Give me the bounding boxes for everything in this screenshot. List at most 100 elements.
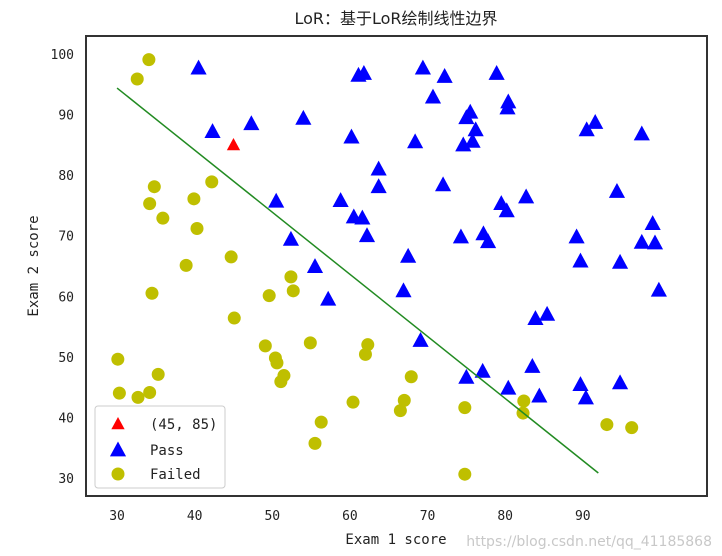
data-point-pass: [243, 115, 260, 131]
data-point-pass: [633, 125, 650, 141]
data-point-pass: [611, 253, 629, 269]
legend-marker-failed: [111, 467, 125, 481]
axis-ticks: 30 40 50 60 70 80 90 30 40 50 60 70 80 90 100: [51, 48, 591, 524]
data-point-failed: [262, 289, 276, 303]
decision-boundary-line: [116, 87, 599, 474]
x-tick-label: 70: [420, 509, 436, 524]
legend-box: [94, 405, 226, 489]
data-point-failed: [143, 386, 157, 399]
data-point-failed: [187, 192, 201, 206]
data-point-pass: [474, 362, 491, 378]
data-point-pass: [436, 68, 453, 83]
data-point-pass: [407, 133, 424, 149]
data-point-failed: [346, 395, 360, 409]
data-point-failed: [179, 258, 193, 272]
data-point-pass: [518, 188, 535, 204]
data-point-pass: [577, 389, 594, 405]
data-point-pass: [500, 379, 517, 395]
data-point-pass: [282, 230, 300, 246]
legend-label: (45, 85): [150, 417, 217, 433]
data-point-failed: [517, 394, 531, 408]
data-point-pass: [395, 282, 412, 298]
legend-marker-pass: [109, 441, 127, 457]
data-point-failed: [458, 401, 472, 415]
y-tick-label: 70: [58, 230, 74, 245]
data-point-failed: [111, 352, 125, 366]
legend-label: Failed: [150, 467, 201, 483]
data-point-failed: [147, 180, 161, 194]
data-point-failed: [131, 390, 145, 404]
data-point-pass: [531, 387, 548, 403]
data-point-pass: [354, 209, 371, 225]
data-point-pass: [332, 192, 349, 208]
data-point-failed: [142, 53, 156, 67]
data-point-failed: [303, 336, 317, 350]
data-point-pass: [320, 290, 337, 306]
data-point-failed: [286, 284, 300, 298]
data-point-failed: [397, 393, 411, 407]
data-point-pass: [464, 132, 481, 148]
data-point-pass: [524, 357, 541, 373]
y-axis-label: Exam 2 score: [26, 215, 42, 316]
x-tick-label: 90: [575, 509, 591, 524]
data-point-failed: [314, 415, 328, 429]
data-point-highlight: [226, 137, 241, 151]
x-axis-label: Exam 1 score: [345, 532, 446, 548]
data-point-failed: [625, 421, 639, 435]
data-point-failed: [145, 286, 159, 300]
data-point-pass: [268, 192, 285, 208]
chart-title: LoR：基于LoR绘制线性边界: [294, 9, 497, 28]
data-point-pass: [462, 103, 479, 119]
data-point-failed: [156, 211, 170, 225]
plot-area: [111, 53, 667, 481]
data-point-pass: [370, 178, 387, 194]
x-tick-label: 30: [109, 509, 125, 524]
y-tick-label: 60: [58, 290, 74, 305]
data-point-pass: [611, 374, 629, 390]
data-point-pass: [435, 176, 452, 192]
data-point-pass: [644, 215, 661, 231]
data-point-pass: [608, 183, 626, 198]
data-point-pass: [572, 376, 589, 392]
data-point-pass: [498, 202, 515, 218]
legend-marker-highlight: [111, 417, 125, 430]
data-point-failed: [151, 367, 165, 381]
plot-frame: [85, 35, 708, 497]
legend-label: Pass: [150, 443, 184, 459]
data-point-pass: [572, 252, 589, 268]
data-point-failed: [227, 311, 241, 325]
legend: (45, 85) Pass Failed: [94, 405, 226, 489]
data-point-pass: [488, 65, 505, 80]
data-point-pass: [306, 258, 324, 273]
data-point-pass: [355, 65, 372, 80]
data-point-failed: [270, 356, 284, 370]
data-point-pass: [370, 160, 387, 176]
data-point-failed: [143, 197, 157, 211]
data-point-pass: [568, 228, 585, 244]
data-point-failed: [404, 370, 418, 384]
x-tick-label: 50: [264, 509, 280, 524]
data-point-pass: [458, 368, 475, 384]
y-tick-label: 40: [58, 411, 74, 426]
data-point-pass: [295, 109, 312, 125]
y-tick-label: 100: [51, 48, 74, 63]
data-point-failed: [393, 404, 407, 418]
y-tick-label: 50: [58, 351, 74, 366]
data-point-pass: [633, 233, 650, 249]
data-point-failed: [458, 467, 472, 481]
x-tick-label: 40: [187, 509, 203, 524]
data-point-pass: [500, 93, 517, 109]
data-point-pass: [527, 310, 544, 326]
data-point-failed: [600, 418, 614, 432]
x-tick-label: 60: [342, 509, 358, 524]
data-point-pass: [467, 121, 484, 137]
data-point-failed: [284, 270, 298, 284]
data-point-pass: [358, 227, 376, 243]
data-point-pass: [343, 128, 360, 144]
data-point-pass: [587, 114, 604, 129]
data-point-failed: [205, 175, 219, 189]
data-point-failed: [130, 72, 144, 86]
data-point-pass: [480, 233, 497, 249]
data-point-pass: [452, 228, 470, 244]
